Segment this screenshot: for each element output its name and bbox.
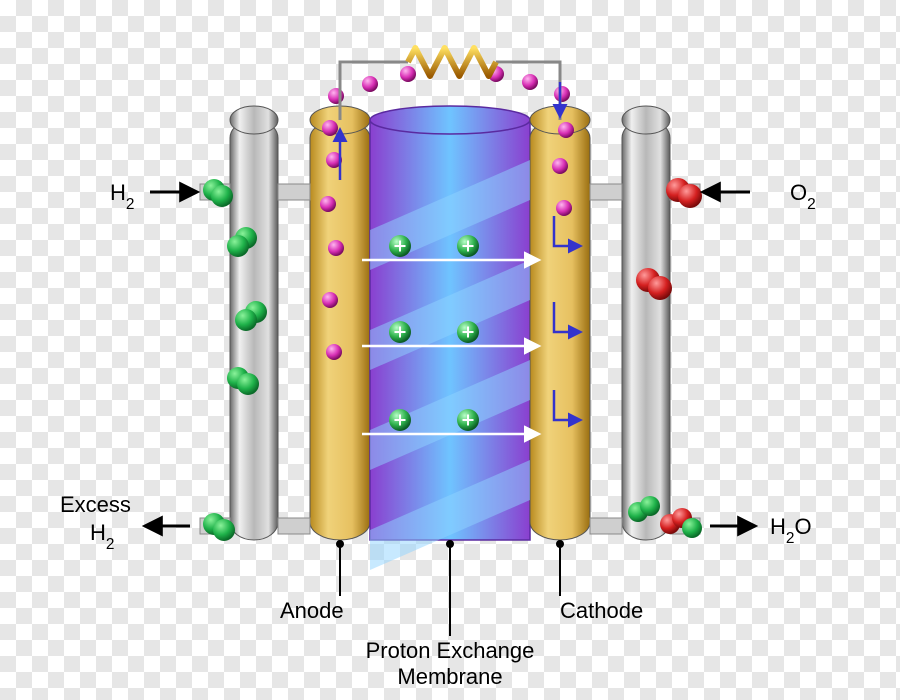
fuel-cell-diagram: H2 O2 Excess H2 H2O Anode Cathode Proton Exchan… — [0, 0, 900, 700]
label-excess-line1: Excess — [60, 492, 131, 517]
label-excess-line2: H2 — [90, 520, 114, 553]
label-h2: H2 — [110, 180, 134, 213]
label-pem-line2: Membrane — [397, 664, 502, 689]
label-o2: O2 — [790, 180, 816, 213]
label-cathode: Cathode — [560, 598, 643, 623]
label-h2o: H2O — [770, 514, 812, 547]
label-pem-line1: Proton Exchange — [366, 638, 535, 663]
label-anode: Anode — [280, 598, 344, 623]
